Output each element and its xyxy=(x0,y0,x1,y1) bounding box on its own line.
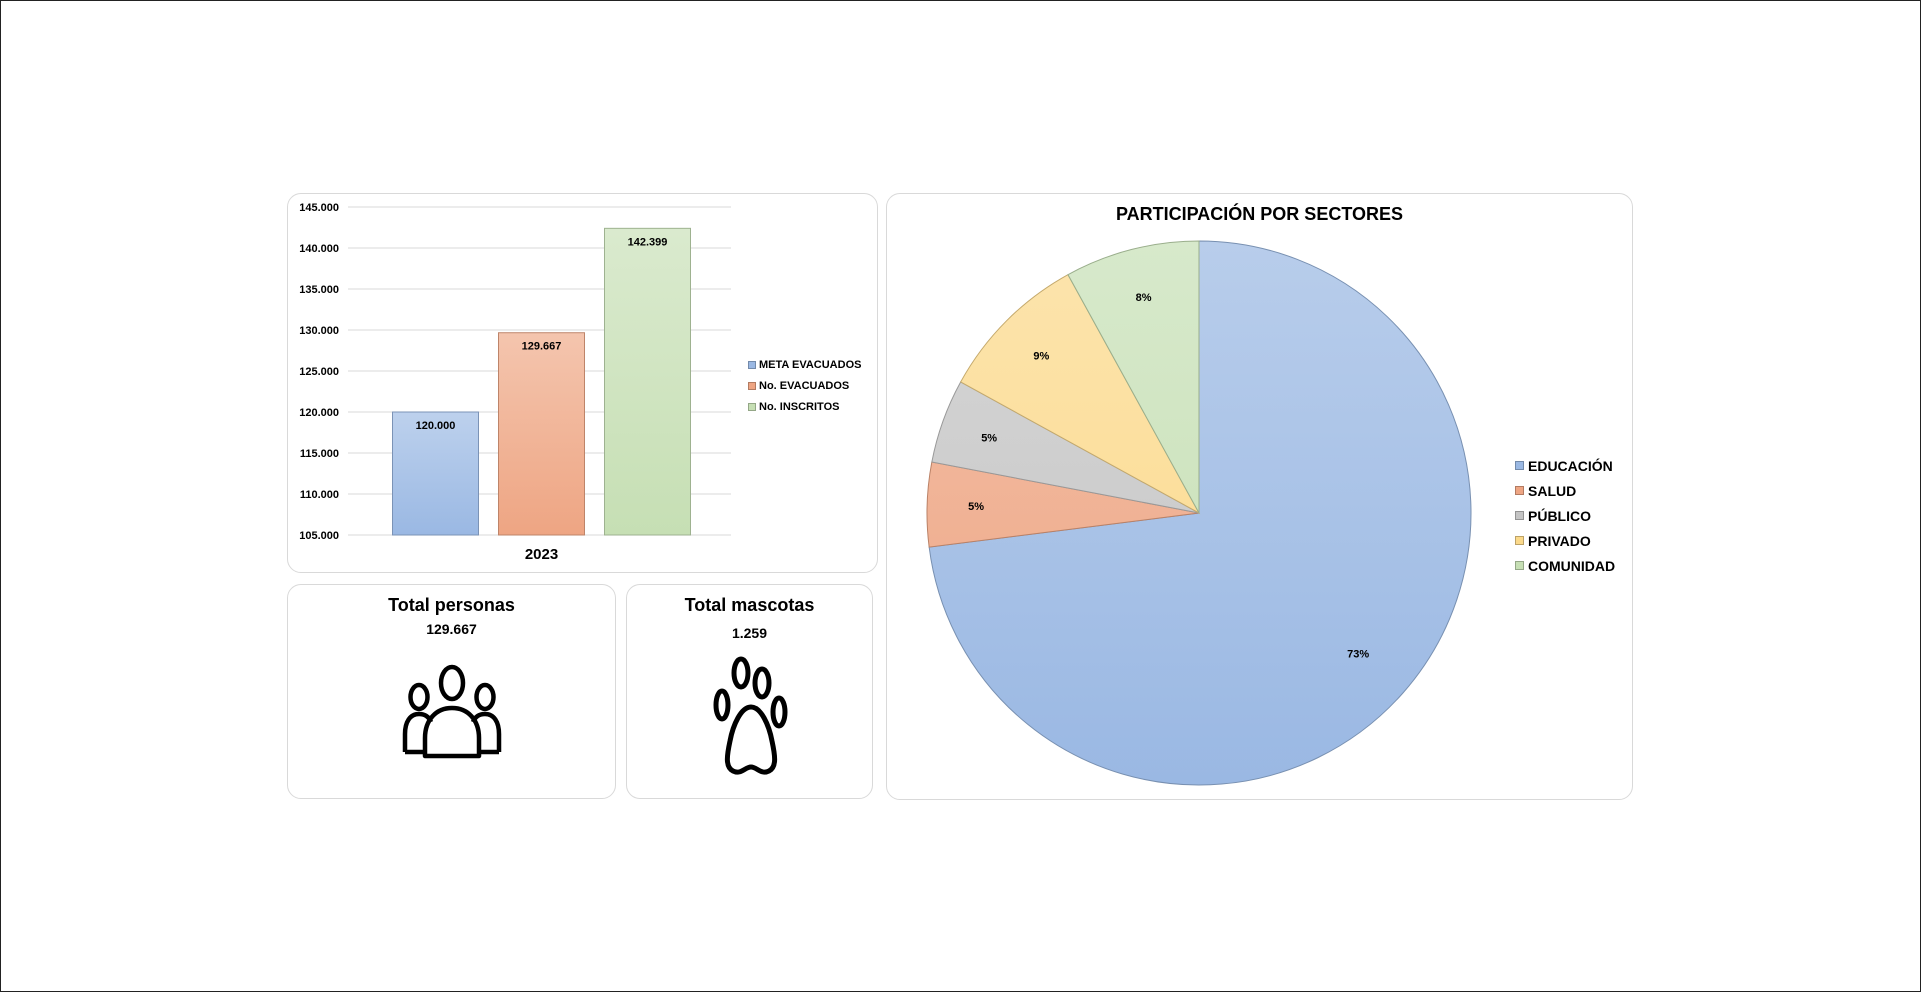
bar-data-label: 142.399 xyxy=(628,236,668,248)
paw-icon xyxy=(713,656,788,775)
legend-item-privado: PRIVADO xyxy=(1515,528,1615,553)
pie-data-label: 8% xyxy=(1136,292,1152,304)
bar-no-inscritos xyxy=(604,227,691,536)
bar-meta-evacuados xyxy=(392,411,479,536)
pie-data-label: 5% xyxy=(981,432,997,444)
y-tick-label: 120.000 xyxy=(299,407,339,419)
legend-item-meta-evacuados: META EVACUADOS xyxy=(748,354,861,375)
pie-chart-card: PARTICIPACIÓN POR SECTORES 73% 5% 5% 9% 8% E… xyxy=(886,193,1633,800)
legend-label: SALUD xyxy=(1528,482,1577,499)
pie-data-label: 9% xyxy=(1033,350,1049,362)
pie-slice-privado xyxy=(959,273,1201,515)
legend-swatch xyxy=(748,402,756,411)
x-category-label: 2023 xyxy=(525,546,558,563)
people-icon xyxy=(402,664,502,759)
total-personas-value: 129.667 xyxy=(426,621,477,637)
y-tick-label: 110.000 xyxy=(300,489,339,501)
legend-label: COMUNIDAD xyxy=(1528,557,1616,574)
legend-label: PRIVADO xyxy=(1528,532,1591,549)
pie-chart-title: PARTICIPACIÓN POR SECTORES xyxy=(1115,204,1404,224)
total-personas-title: Total personas xyxy=(388,595,515,615)
pie-data-label: 5% xyxy=(968,501,984,513)
legend-label: PÚBLICO xyxy=(1528,507,1591,524)
legend-swatch xyxy=(748,381,756,390)
total-mascotas-title: Total mascotas xyxy=(684,595,815,615)
legend-item-no-inscritos: No. INSCRITOS xyxy=(748,396,861,417)
legend-label: No. EVACUADOS xyxy=(759,379,850,392)
legend-item-no-evacuados: No. EVACUADOS xyxy=(748,375,861,396)
y-tick-label: 135.000 xyxy=(299,284,339,296)
pie-slice-comunidad xyxy=(1067,240,1200,514)
legend-swatch xyxy=(748,360,756,369)
bar-chart: 145.000 140.000 135.000 130.000 125.000 120.0… xyxy=(299,202,731,563)
y-tick-label: 140.000 xyxy=(299,243,339,255)
legend-swatch xyxy=(1515,461,1524,470)
pie-chart-legend: EDUCACIÓN SALUD PÚBLICO PRIVADO COMUNIDA… xyxy=(1515,453,1615,578)
legend-item-comunidad: COMUNIDAD xyxy=(1515,553,1615,578)
legend-swatch xyxy=(1515,561,1524,570)
legend-label: EDUCACIÓN xyxy=(1528,457,1613,474)
bar-no-evacuados xyxy=(498,332,585,536)
legend-swatch xyxy=(1515,536,1524,545)
y-tick-label: 145.000 xyxy=(299,202,339,214)
y-tick-label: 130.000 xyxy=(299,325,339,337)
pie-data-label: 73% xyxy=(1347,648,1369,660)
legend-swatch xyxy=(1515,511,1524,520)
legend-label: META EVACUADOS xyxy=(759,358,862,371)
y-tick-label: 125.000 xyxy=(299,366,339,378)
bar-chart-card: 145.000 140.000 135.000 130.000 125.000 120.0… xyxy=(287,193,878,573)
total-personas-card: Total personas 129.667 xyxy=(287,584,616,799)
legend-item-salud: SALUD xyxy=(1515,478,1615,503)
y-tick-label: 115.000 xyxy=(300,448,339,460)
legend-swatch xyxy=(1515,486,1524,495)
pie-chart: 73% 5% 5% 9% 8% xyxy=(926,240,1472,786)
legend-item-educacion: EDUCACIÓN xyxy=(1515,453,1615,478)
legend-item-publico: PÚBLICO xyxy=(1515,503,1615,528)
pie-slice-educacion xyxy=(928,240,1472,786)
total-mascotas-value: 1.259 xyxy=(731,625,768,641)
total-mascotas-card: Total mascotas 1.259 xyxy=(626,584,873,799)
bar-data-label: 120.000 xyxy=(416,420,456,432)
bar-chart-legend: META EVACUADOS No. EVACUADOS No. INSCRIT… xyxy=(748,354,861,417)
y-tick-label: 105.000 xyxy=(299,530,339,542)
bar-data-label: 129.667 xyxy=(522,341,562,353)
legend-label: No. INSCRITOS xyxy=(759,400,840,413)
